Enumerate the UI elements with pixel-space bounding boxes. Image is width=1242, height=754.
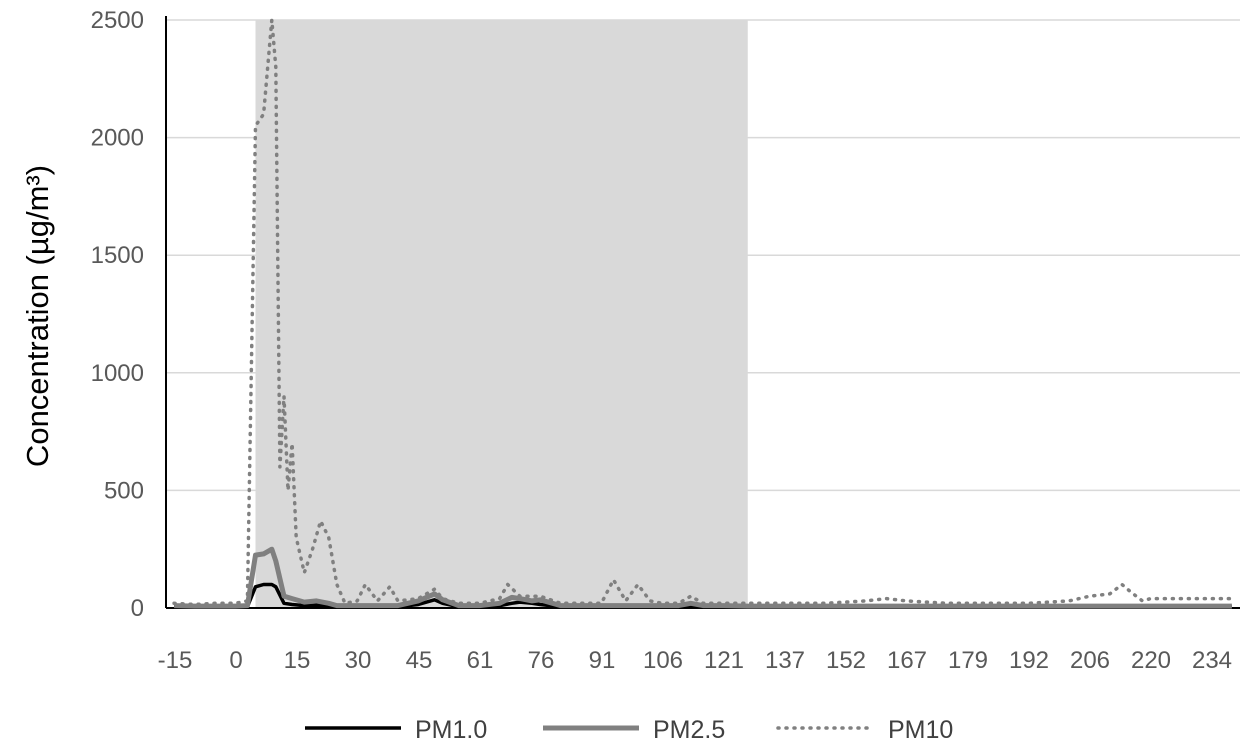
y-tick-label: 2500 (91, 7, 144, 34)
y-tick-label: 1000 (91, 360, 144, 387)
x-tick-label: -15 (158, 647, 193, 674)
y-axis-label: Concentration (µg/m³) (20, 165, 55, 467)
x-tick-label: 15 (284, 647, 311, 674)
x-tick-label: 137 (765, 647, 805, 674)
y-tick-label: 500 (104, 477, 144, 504)
x-tick-label: 0 (229, 647, 242, 674)
x-tick-label: 30 (345, 647, 372, 674)
series-line-pm25 (174, 546, 1232, 609)
legend-label: PM10 (888, 716, 953, 744)
x-tick-label: 106 (643, 647, 683, 674)
x-tick-label: 192 (1009, 647, 1049, 674)
y-tick-label: 2000 (91, 125, 144, 152)
x-tick-label: 167 (887, 647, 927, 674)
y-tick-label: 0 (131, 595, 144, 622)
legend-label: PM2.5 (653, 716, 725, 744)
series-line-pm10 (172, 18, 1234, 607)
shaded-period (255, 20, 748, 608)
legend-label: PM1.0 (415, 716, 487, 744)
x-tick-label: 152 (826, 647, 866, 674)
x-tick-label: 121 (704, 647, 744, 674)
x-tick-label: 61 (467, 647, 494, 674)
x-tick-label: 234 (1192, 647, 1232, 674)
x-tick-label: 179 (948, 647, 988, 674)
x-tick-label: 206 (1070, 647, 1110, 674)
x-tick-label: 91 (589, 647, 616, 674)
x-tick-label: 220 (1131, 647, 1171, 674)
x-tick-label: 45 (406, 647, 433, 674)
y-tick-label: 1500 (91, 242, 144, 269)
x-tick-label: 76 (528, 647, 555, 674)
